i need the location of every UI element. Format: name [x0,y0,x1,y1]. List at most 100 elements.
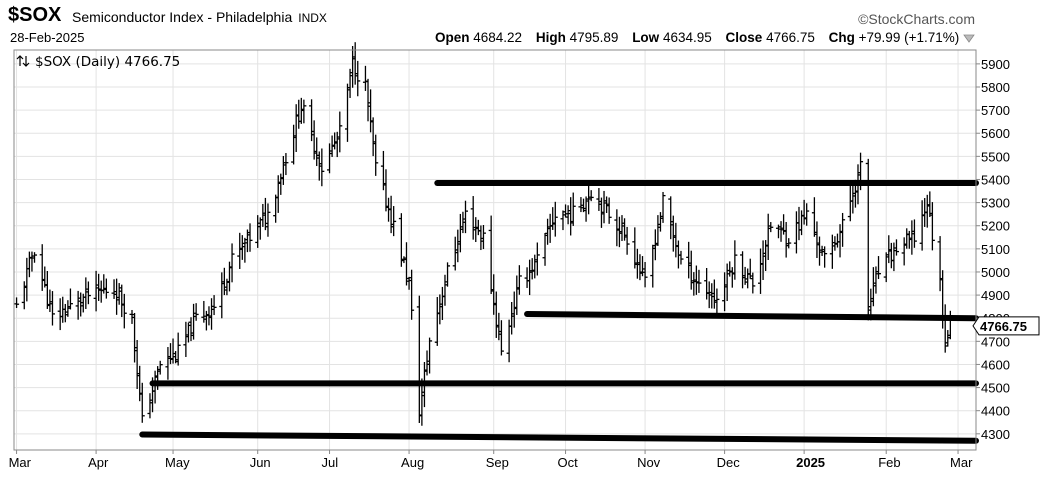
ohlc-bar [834,233,840,248]
ohlc-bar [870,267,876,307]
ohlc-bar [409,269,415,320]
ohlc-bar [373,134,379,176]
ohlc-bar [191,303,197,340]
ohlc-bar [565,205,571,225]
y-tick-label: 5600 [981,126,1010,141]
ohlc-bar [945,330,951,347]
ohlc-bar [799,210,805,236]
trendline [139,431,979,444]
index-name: Semiconductor Index - Philadelphia INDX [72,9,327,25]
ohlc-bar [596,188,602,211]
ohlc-bar [804,203,810,226]
x-tick-label: Apr [88,455,109,470]
ohlc-bar [837,224,843,258]
ohlc-bar [758,248,764,294]
ohlc-bar [275,175,281,213]
ohlc-bar [183,321,189,357]
x-tick-label: Jul [322,455,339,470]
ohlc-bar [619,215,625,242]
ohlc-bar [904,228,910,249]
ohlc-bar [924,194,930,228]
x-axis: Mar Apr May Jun Jul Aug Sep Oct Nov Dec 2025 Feb Mar [9,450,973,470]
ohlc-bar [132,312,138,363]
ohlc-bar [550,207,556,230]
ohlc-bar [209,298,215,330]
up-down-arrows-icon [16,55,30,67]
ohlc-bar [383,169,389,212]
ohlc-bar [32,252,38,263]
y-tick-label: 5100 [981,242,1010,257]
triangle-down-icon [963,34,975,43]
ohlc-bar [652,229,658,261]
chg-label: Chg [828,30,855,45]
stockcharts-credit: ©StockCharts.com [858,11,975,27]
ohlc-bar [570,192,576,226]
ohlc-bar [203,310,209,331]
ohlc-bar [226,261,232,292]
ohlc-bar [901,237,907,266]
ohlc-bar [642,262,648,288]
last-price-marker: 4766.75 [972,316,1040,336]
exchange-label: INDX [298,11,327,25]
ohlc-bar [301,99,307,124]
ohlc-bar [552,201,558,237]
chart-legend: $SOX (Daily) 4766.75 [16,54,180,70]
ohlc-bar [801,199,807,225]
y-tick-label: 5500 [981,149,1010,164]
ohlc-bar [296,99,302,129]
ohlc-bar [888,242,894,269]
ohlc-bar [26,251,32,278]
ohlc-bar [273,194,279,223]
ohlc-bar [632,227,638,269]
ohlc-bar [455,229,461,263]
ohlc-bar [280,156,286,185]
trendline [524,311,979,322]
ohlc-bar [547,213,553,243]
ohlc-bar [327,143,333,174]
y-axis: 4300440045004600470048004900500051005200… [976,57,1010,442]
ohlc-bar [637,254,643,281]
ohlc-bar [49,291,55,326]
ohlc-bar [434,297,440,346]
ohlc-bar [496,312,502,341]
ohlc-bar [147,393,153,419]
y-tick-label: 5700 [981,103,1010,118]
ohlc-bar [650,244,656,288]
high-value: 4795.89 [569,30,619,45]
ohlc-bar [760,240,766,280]
ohlc-bar [121,293,127,329]
ohlc-bar [442,274,448,306]
ohlc-bar [673,222,679,258]
ohlc-bar [62,303,68,323]
y-tick-label: 5900 [981,57,1010,72]
ohlc-bar [478,225,484,251]
ohlc-bar [532,254,538,279]
ohlc-bar [563,204,569,218]
ohlc-bar [111,279,117,299]
ohlc-bar [588,190,594,202]
ohlc-bar [937,236,943,292]
ohlc-bar [624,226,630,255]
ohlc-bar [670,215,676,252]
ohlc-bar [480,224,486,250]
ohlc-bar [511,291,517,328]
open-label: Open [434,30,470,45]
ohlc-bar [529,258,535,280]
ohlc-bar [942,304,948,353]
ohlc-bar [691,272,697,296]
ohlc-bar [498,320,504,356]
x-tick-label: Sep [486,455,509,470]
ohlc-bar [606,197,612,224]
y-tick-label: 5000 [981,265,1010,280]
ohlc-bar [657,212,663,232]
ohlc-bar [893,239,899,256]
ohlc-bar [462,200,468,234]
ohlc-bar [527,259,533,296]
ohlc-bar [729,267,735,288]
ohlc-bar [524,267,530,288]
x-tick-label: Mar [950,455,973,470]
price-bars [14,42,953,426]
ohlc-bar [188,317,194,342]
ohlc-bar [765,213,771,261]
x-tick-label: Feb [878,455,900,470]
